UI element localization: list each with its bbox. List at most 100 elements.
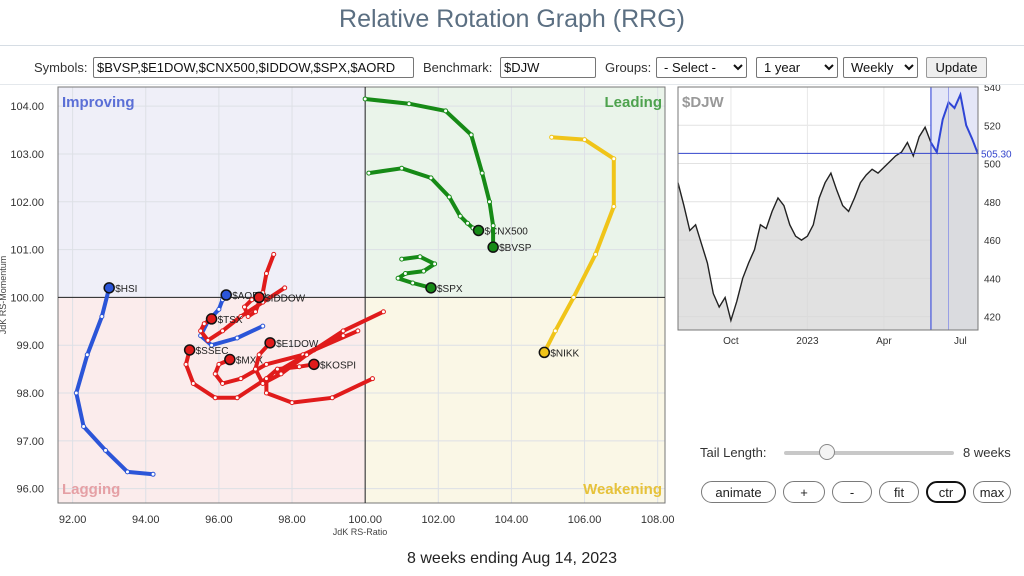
quadrant-weakening <box>365 297 665 503</box>
frequency-select[interactable]: Weekly <box>843 57 918 78</box>
y-tick-label: 103.00 <box>10 149 44 161</box>
tail-point <box>274 366 280 372</box>
tail-label: $MXX <box>236 356 264 367</box>
tail-head-point <box>264 337 276 349</box>
tail-point <box>410 280 416 286</box>
plot-border <box>57 86 666 504</box>
tail-point <box>190 380 196 386</box>
tail-label: $IDDOW <box>265 293 306 304</box>
tail-point <box>205 337 211 343</box>
tail-line <box>396 254 437 290</box>
max-button[interactable]: max <box>973 481 1011 503</box>
tail-e1dow[interactable]: $E1DOW <box>252 309 386 386</box>
tail-hsi[interactable]: $HSI <box>73 282 156 477</box>
tail-point <box>457 213 463 219</box>
rrg-chart[interactable]: 92.00 94.00 96.00 98.00 100.00 102.00 104.00 10… <box>0 85 680 541</box>
y-tick-label: 96.00 <box>16 484 44 496</box>
x-tick-label: 98.00 <box>278 514 306 526</box>
tail-point <box>99 314 105 320</box>
tail-point <box>234 395 240 401</box>
tail-nikk[interactable]: $NIKK <box>538 134 617 359</box>
tail-point <box>362 96 368 102</box>
tail-head-point <box>487 241 499 253</box>
zoom-out-button[interactable]: - <box>832 481 872 503</box>
tail-point <box>212 371 218 377</box>
quadrant-leading-label: Leading <box>604 94 662 111</box>
benchmark-y-tick: 420 <box>984 313 1001 324</box>
tail-point <box>81 423 87 429</box>
tail-point <box>216 361 222 367</box>
tail-point <box>611 204 617 210</box>
benchmark-y-tick: 460 <box>984 236 1001 247</box>
tail-point <box>443 108 449 114</box>
benchmark-y-tick: 500 <box>984 160 1001 171</box>
tail-head-point <box>253 291 265 304</box>
update-button[interactable]: Update <box>926 57 987 78</box>
tail-line <box>264 362 375 405</box>
tail-aord[interactable]: $AORD <box>198 289 267 348</box>
tail-iddow[interactable]: $IDDOW <box>241 251 306 320</box>
tail-point <box>212 395 218 401</box>
fit-button[interactable]: fit <box>879 481 919 503</box>
center-button[interactable]: ctr <box>926 481 966 503</box>
tail-point <box>249 297 255 303</box>
zoom-in-button[interactable]: + <box>783 481 825 503</box>
benchmark-line-tail <box>930 91 979 155</box>
x-tick-label: 108.00 <box>641 514 675 526</box>
tail-point <box>552 328 558 334</box>
tail-point <box>252 309 258 315</box>
tail-bvsp[interactable]: $BVSP <box>362 96 532 254</box>
tail-point <box>490 223 496 229</box>
tail-point <box>238 314 244 320</box>
x-axis-title: JdK RS-Ratio <box>333 527 388 537</box>
benchmark-chart-title: $DJW <box>682 94 725 111</box>
tail-label: $HSI <box>115 284 137 295</box>
x-tick-label: 92.00 <box>59 514 87 526</box>
tail-mxx[interactable]: $MXX <box>212 333 346 386</box>
animate-button[interactable]: animate <box>701 481 776 503</box>
tail-point <box>593 251 599 257</box>
tail-point <box>84 352 90 358</box>
tail-point <box>241 304 247 310</box>
tail-point <box>417 254 423 260</box>
tail-point <box>304 352 310 358</box>
quadrant-lagging-label: Lagging <box>62 481 120 498</box>
tail-point <box>263 376 269 382</box>
symbols-input[interactable] <box>93 57 414 78</box>
current-value-label: 505.30 <box>981 149 1012 160</box>
tail-point <box>369 376 375 382</box>
tail-point <box>220 328 226 334</box>
tail-length-row: Tail Length: 8 weeks <box>700 444 1020 462</box>
x-tick-label: 106.00 <box>568 514 602 526</box>
tail-point <box>271 251 277 257</box>
tail-label: $E1DOW <box>276 339 319 350</box>
tail-point <box>399 165 405 171</box>
benchmark-x-tick: Oct <box>723 336 739 347</box>
tail-label: $BVSP <box>499 243 532 254</box>
tail-point <box>582 137 588 143</box>
x-tick-label: 104.00 <box>495 514 529 526</box>
quadrant-weakening-label: Weakening <box>583 481 662 498</box>
benchmark-y-tick: 440 <box>984 274 1001 285</box>
symbols-label: Symbols: <box>34 60 88 75</box>
tail-point <box>260 323 266 329</box>
tail-length-slider-thumb[interactable] <box>818 444 835 460</box>
tail-point <box>220 380 226 386</box>
tail-spx[interactable]: $SPX <box>395 254 463 295</box>
tail-head-point <box>220 289 232 301</box>
tail-point <box>216 306 222 312</box>
tail-label: $NIKK <box>550 348 579 359</box>
groups-select[interactable]: - Select - <box>656 57 747 78</box>
tail-point <box>406 101 412 107</box>
tail-point <box>479 170 485 176</box>
benchmark-input[interactable] <box>500 57 596 78</box>
tail-length-label: Tail Length: <box>700 445 767 460</box>
tail-point <box>73 390 79 396</box>
tail-label: $KOSPI <box>320 360 356 371</box>
y-axis-title: JdK RS-Momentum <box>0 256 8 335</box>
tail-length-slider-track[interactable] <box>784 451 954 455</box>
period-select[interactable]: 1 year <box>756 57 838 78</box>
tail-kospi[interactable]: $KOSPI <box>263 358 375 406</box>
tail-head-point <box>308 358 320 371</box>
tail-cnx500[interactable]: $CNX500 <box>366 165 528 237</box>
